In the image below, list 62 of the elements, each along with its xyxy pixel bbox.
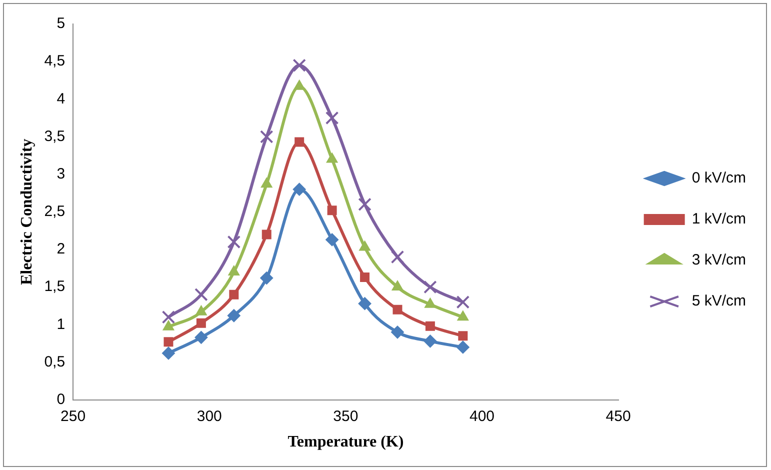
y-tick-label: 4	[56, 90, 66, 108]
y-tick-label: 0	[56, 390, 66, 408]
point	[292, 58, 306, 72]
point	[392, 304, 402, 314]
x-tick-label: 300	[196, 408, 222, 425]
legend-label: 5 kV/cm	[692, 292, 746, 310]
legend-label: 1 kV/cm	[692, 210, 746, 228]
point	[260, 272, 274, 285]
y-tick-label: 2,5	[44, 203, 66, 220]
point	[424, 280, 437, 294]
y-tick-label: 2	[56, 240, 66, 258]
y-tick-label: 3,5	[44, 128, 66, 145]
point	[458, 331, 468, 341]
point	[424, 334, 437, 348]
point	[457, 310, 469, 321]
point	[260, 178, 272, 188]
point	[227, 309, 240, 322]
point	[359, 240, 370, 251]
point	[425, 321, 435, 331]
point	[260, 130, 274, 144]
point	[360, 272, 370, 282]
legend-label: 3 kV/cm	[692, 252, 746, 269]
y-axis-title: Electric Conductivity	[18, 138, 36, 285]
point	[164, 337, 174, 347]
point	[195, 305, 207, 316]
point	[262, 230, 272, 240]
y-tick-label: 3	[56, 165, 66, 182]
y-tick-label: 4,5	[44, 52, 66, 70]
point	[229, 290, 239, 300]
point	[390, 250, 404, 264]
point	[326, 152, 338, 163]
legend-label: 0 kV/cm	[692, 170, 746, 187]
point	[358, 297, 372, 310]
y-tick-label: 1,5	[44, 278, 66, 296]
point	[424, 298, 436, 308]
point	[326, 233, 339, 246]
x-tick-label: 250	[60, 408, 86, 425]
point	[456, 295, 470, 309]
point	[325, 111, 339, 125]
point	[162, 310, 176, 324]
point	[392, 280, 404, 291]
x-tick-label: 450	[606, 408, 631, 425]
point	[456, 340, 470, 354]
x-tick-label: 350	[333, 408, 358, 425]
point	[194, 330, 208, 344]
x-tick-label: 400	[469, 408, 495, 425]
point	[162, 346, 175, 360]
point	[327, 206, 337, 216]
y-tick-label: 1	[56, 316, 66, 333]
point	[194, 288, 208, 302]
x-axis-title: Temperature (K)	[288, 434, 404, 451]
point	[196, 318, 206, 328]
y-tick-label: 5	[56, 15, 66, 32]
point	[294, 137, 304, 147]
point	[162, 320, 174, 330]
point	[227, 235, 241, 249]
point	[228, 266, 240, 276]
point	[358, 198, 372, 212]
point	[292, 182, 306, 196]
point	[390, 326, 404, 339]
y-tick-label: 0,5	[44, 353, 66, 370]
point	[294, 80, 306, 90]
